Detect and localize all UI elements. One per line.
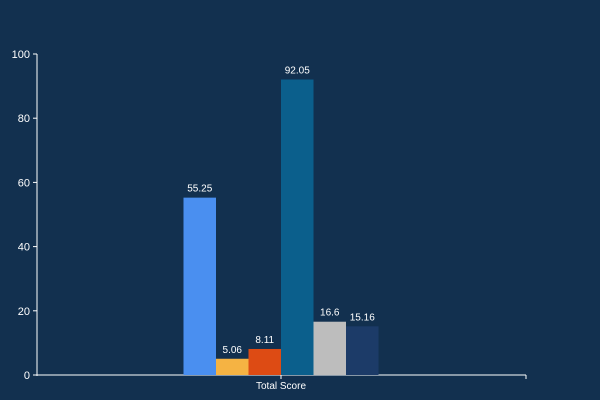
bar: [216, 358, 249, 375]
axes: 0 20 40 60 80 100 Total Score: [12, 49, 527, 392]
y-tick-label: 80: [18, 113, 30, 125]
y-tick-label: 0: [24, 370, 30, 382]
bar: [313, 321, 346, 375]
bar-value-label: 55.25: [187, 184, 212, 195]
bar-value-label: 15.16: [350, 312, 375, 323]
bar: [346, 326, 379, 375]
bar-value-label: 16.6: [320, 308, 340, 319]
bar-value-labels: 55.25 5.06 8.11 92.05 16.6 15.16: [187, 66, 375, 356]
y-tick-label: 40: [18, 242, 30, 254]
y-tick-label: 20: [18, 306, 30, 318]
bar: [248, 348, 281, 375]
bar: [183, 197, 216, 375]
y-tick-label: 60: [18, 177, 30, 189]
bar: [281, 79, 314, 375]
bars: [183, 79, 379, 375]
y-tick-label: 100: [12, 49, 30, 61]
bar-value-label: 8.11: [255, 335, 274, 346]
x-category-label: Total Score: [256, 381, 306, 392]
bar-value-label: 5.06: [223, 345, 243, 356]
bar-value-label: 92.05: [285, 66, 310, 77]
